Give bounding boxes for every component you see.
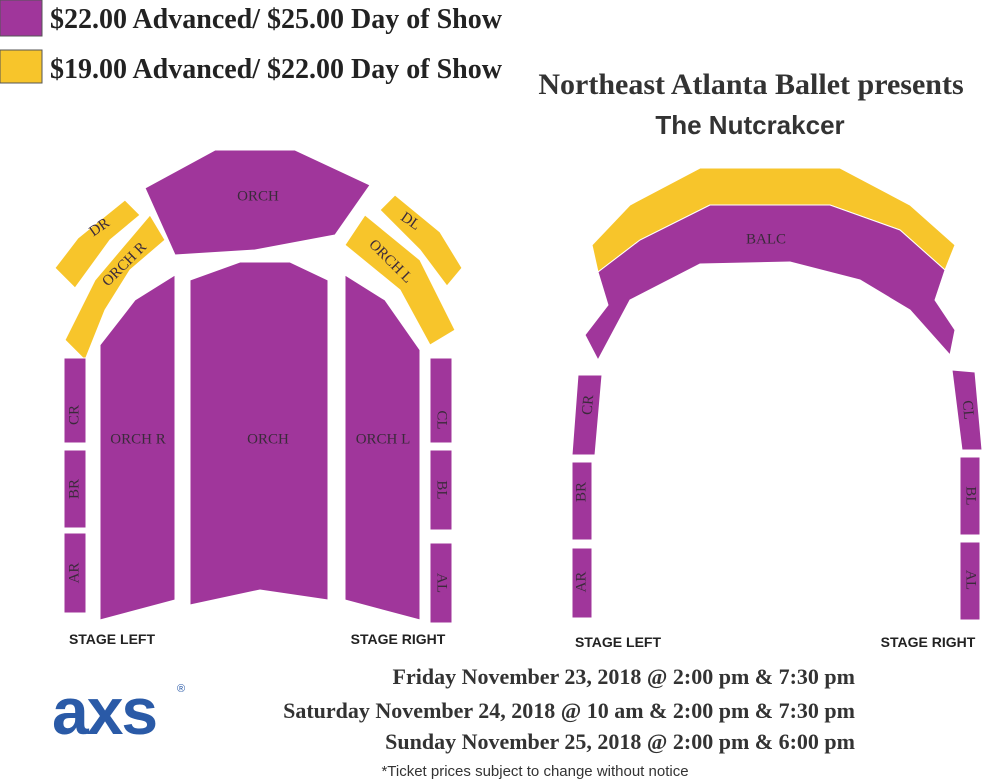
- section: [63, 357, 87, 444]
- section: [959, 456, 981, 536]
- section: [344, 214, 456, 346]
- date-line: Friday November 23, 2018 @ 2:00 pm & 7:3…: [393, 664, 855, 689]
- date-line: Saturday November 24, 2018 @ 10 am & 2:0…: [283, 698, 855, 723]
- section-label: BR: [66, 479, 82, 499]
- section-label: AR: [66, 563, 82, 584]
- subtitle: The Nutcrakcer: [655, 110, 844, 140]
- section-label: BL: [434, 480, 450, 499]
- section: [959, 541, 981, 621]
- section: [344, 274, 421, 621]
- section-label: AL: [963, 570, 979, 590]
- section: [584, 204, 956, 362]
- stage-label: STAGE RIGHT: [351, 631, 446, 647]
- stage-label: STAGE LEFT: [575, 634, 662, 650]
- section-label: CL: [959, 400, 977, 420]
- section: [429, 542, 453, 624]
- section-label: CL: [434, 410, 450, 429]
- title: Northeast Atlanta Ballet presents: [538, 68, 963, 101]
- section-label: ORCH L: [356, 431, 411, 447]
- section-label: BR: [573, 482, 589, 502]
- section-label: BL: [963, 486, 979, 505]
- section: [144, 149, 371, 256]
- section: [99, 274, 176, 621]
- legend-swatch: [0, 49, 43, 84]
- section-label: AR: [573, 572, 589, 593]
- legend-swatch: [0, 0, 43, 37]
- logo-mark: ®: [177, 683, 185, 695]
- section: [951, 369, 983, 451]
- date-line: Sunday November 25, 2018 @ 2:00 pm & 6:0…: [385, 729, 855, 754]
- legend-label: $19.00 Advanced/ $22.00 Day of Show: [50, 54, 503, 85]
- section: [379, 194, 463, 287]
- section-label: AL: [434, 573, 450, 593]
- section-label: ORCH: [237, 188, 279, 204]
- section-label: CR: [580, 394, 598, 415]
- section: [63, 532, 87, 614]
- logo: axs: [52, 674, 156, 748]
- legend-label: $22.00 Advanced/ $25.00 Day of Show: [50, 4, 503, 35]
- notice: *Ticket prices subject to change without…: [381, 763, 688, 779]
- section-label: ORCH R: [110, 431, 165, 447]
- section: [571, 461, 593, 541]
- section: [571, 547, 593, 619]
- section-label: ORCH: [247, 431, 289, 447]
- section: [571, 374, 603, 456]
- section-label: CR: [66, 405, 82, 425]
- section: [54, 199, 141, 289]
- section-label: BALC: [746, 231, 786, 247]
- section: [64, 214, 166, 361]
- stage-label: STAGE RIGHT: [881, 634, 976, 650]
- section: [63, 449, 87, 529]
- stage-label: STAGE LEFT: [69, 631, 156, 647]
- section: [429, 357, 453, 444]
- section: [189, 261, 329, 606]
- section: [429, 449, 453, 531]
